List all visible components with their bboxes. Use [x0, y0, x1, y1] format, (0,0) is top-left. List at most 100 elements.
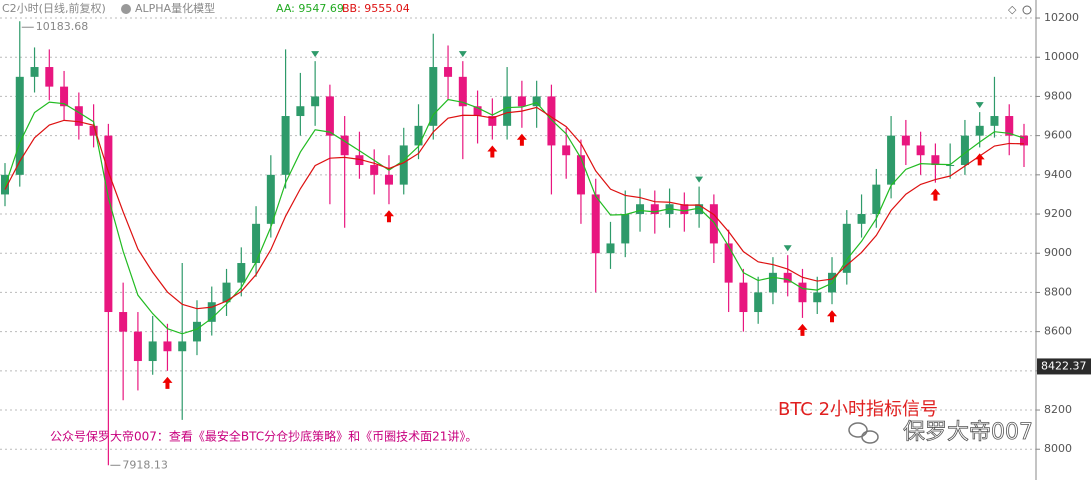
candle-body: [931, 155, 940, 166]
candle-body: [133, 331, 142, 362]
ma-line: [4, 98, 1025, 335]
candle-body: [990, 116, 999, 126]
candle-body: [148, 341, 157, 362]
buy-signal: [974, 153, 985, 166]
candle-body: [591, 194, 600, 254]
candle-body: [104, 135, 113, 313]
candle-body: [576, 155, 585, 195]
legend-aa: AA: 9547.69: [276, 2, 344, 15]
y-tick-label: 10200: [1044, 11, 1079, 24]
candle-body: [1005, 116, 1014, 136]
icon-diamond[interactable]: ◇: [1008, 3, 1017, 16]
candle-body: [798, 282, 807, 303]
candle-body: [503, 96, 512, 126]
candle-body: [547, 96, 556, 146]
y-tick-label: 9800: [1044, 89, 1072, 102]
candle-body: [621, 214, 630, 244]
candle-body: [45, 67, 54, 87]
candle-body: [266, 174, 275, 224]
candle-body: [15, 76, 24, 175]
header-symbol: C2小时(日线,前复权): [2, 1, 106, 15]
watermark: 保罗大帝007: [903, 420, 1033, 445]
buy-signal: [487, 145, 498, 158]
candle-body: [325, 96, 334, 136]
candle-body: [724, 243, 733, 283]
last-price-label: 8422.37: [1041, 359, 1087, 372]
candle-body: [296, 106, 305, 117]
candle-body: [916, 145, 925, 156]
candle-body: [60, 86, 69, 107]
annotation: 公众号保罗大帝007：查看《最安全BTC分仓抄底策略》和《币圈技术面21讲》。: [50, 429, 477, 444]
candle-body: [163, 341, 172, 352]
candle-body: [192, 321, 201, 342]
candle-body: [429, 67, 438, 126]
candle-body: [30, 67, 39, 77]
candle-body: [783, 272, 792, 283]
y-tick-label: 8600: [1044, 325, 1072, 338]
sell-signal: [783, 245, 792, 252]
y-tick-label: 10000: [1044, 50, 1079, 63]
candle-body: [768, 272, 777, 293]
candle-body: [384, 174, 393, 185]
buy-signal: [383, 210, 394, 223]
candle-body: [606, 243, 615, 254]
candle-body: [532, 96, 541, 107]
candle-body: [946, 165, 955, 167]
candle-body: [813, 292, 822, 303]
candle-body: [709, 204, 718, 244]
sell-signal: [975, 102, 984, 109]
candle-body: [370, 165, 379, 175]
candle-body: [1020, 135, 1028, 146]
high-label: 10183.68: [36, 20, 88, 33]
buy-signal: [930, 188, 941, 201]
y-tick-label: 8200: [1044, 403, 1072, 416]
candle-body: [340, 135, 349, 156]
candle-body: [399, 145, 408, 185]
y-tick-label: 8800: [1044, 285, 1072, 298]
candle-body: [252, 223, 261, 264]
y-tick-label: 9000: [1044, 246, 1072, 259]
candle-body: [695, 204, 704, 215]
buy-signal: [827, 310, 838, 323]
sell-signal: [458, 51, 467, 58]
candle-body: [562, 145, 571, 156]
low-label: 7918.13: [122, 458, 167, 471]
header-model: ALPHA量化模型: [135, 1, 215, 15]
buy-signal: [797, 323, 808, 336]
sell-signal: [695, 176, 704, 183]
candle-body: [1, 174, 9, 195]
buy-signal: [516, 133, 527, 146]
candle-body: [901, 135, 910, 146]
y-tick-label: 9600: [1044, 129, 1072, 142]
candle-body: [74, 106, 83, 126]
sell-signal: [311, 51, 320, 58]
candle-body: [355, 155, 364, 166]
candle-body: [281, 116, 290, 175]
candle-body: [458, 76, 467, 107]
candle-body: [754, 292, 763, 313]
signal-title: BTC 2小时指标信号: [778, 399, 938, 420]
ma-line: [4, 106, 1025, 310]
candle-body: [311, 96, 320, 107]
icon-circle[interactable]: [1022, 5, 1032, 15]
buy-signal: [162, 376, 173, 389]
candle-body: [739, 282, 748, 313]
y-tick-label: 9200: [1044, 207, 1072, 220]
model-icon: [121, 4, 131, 14]
candle-body: [488, 116, 497, 126]
candle-body: [857, 214, 866, 224]
candle-body: [975, 125, 984, 136]
candle-body: [473, 106, 482, 117]
candle-body: [222, 282, 231, 303]
candle-body: [960, 135, 969, 166]
candle-body: [842, 223, 851, 273]
candle-body: [89, 125, 98, 136]
wechat-icon: [848, 422, 879, 444]
candle-body: [887, 135, 896, 185]
legend-bb: BB: 9555.04: [342, 2, 410, 15]
y-tick-label: 8000: [1044, 442, 1072, 455]
candle-body: [237, 263, 246, 283]
candle-body: [636, 204, 645, 215]
candle-body: [444, 67, 453, 77]
